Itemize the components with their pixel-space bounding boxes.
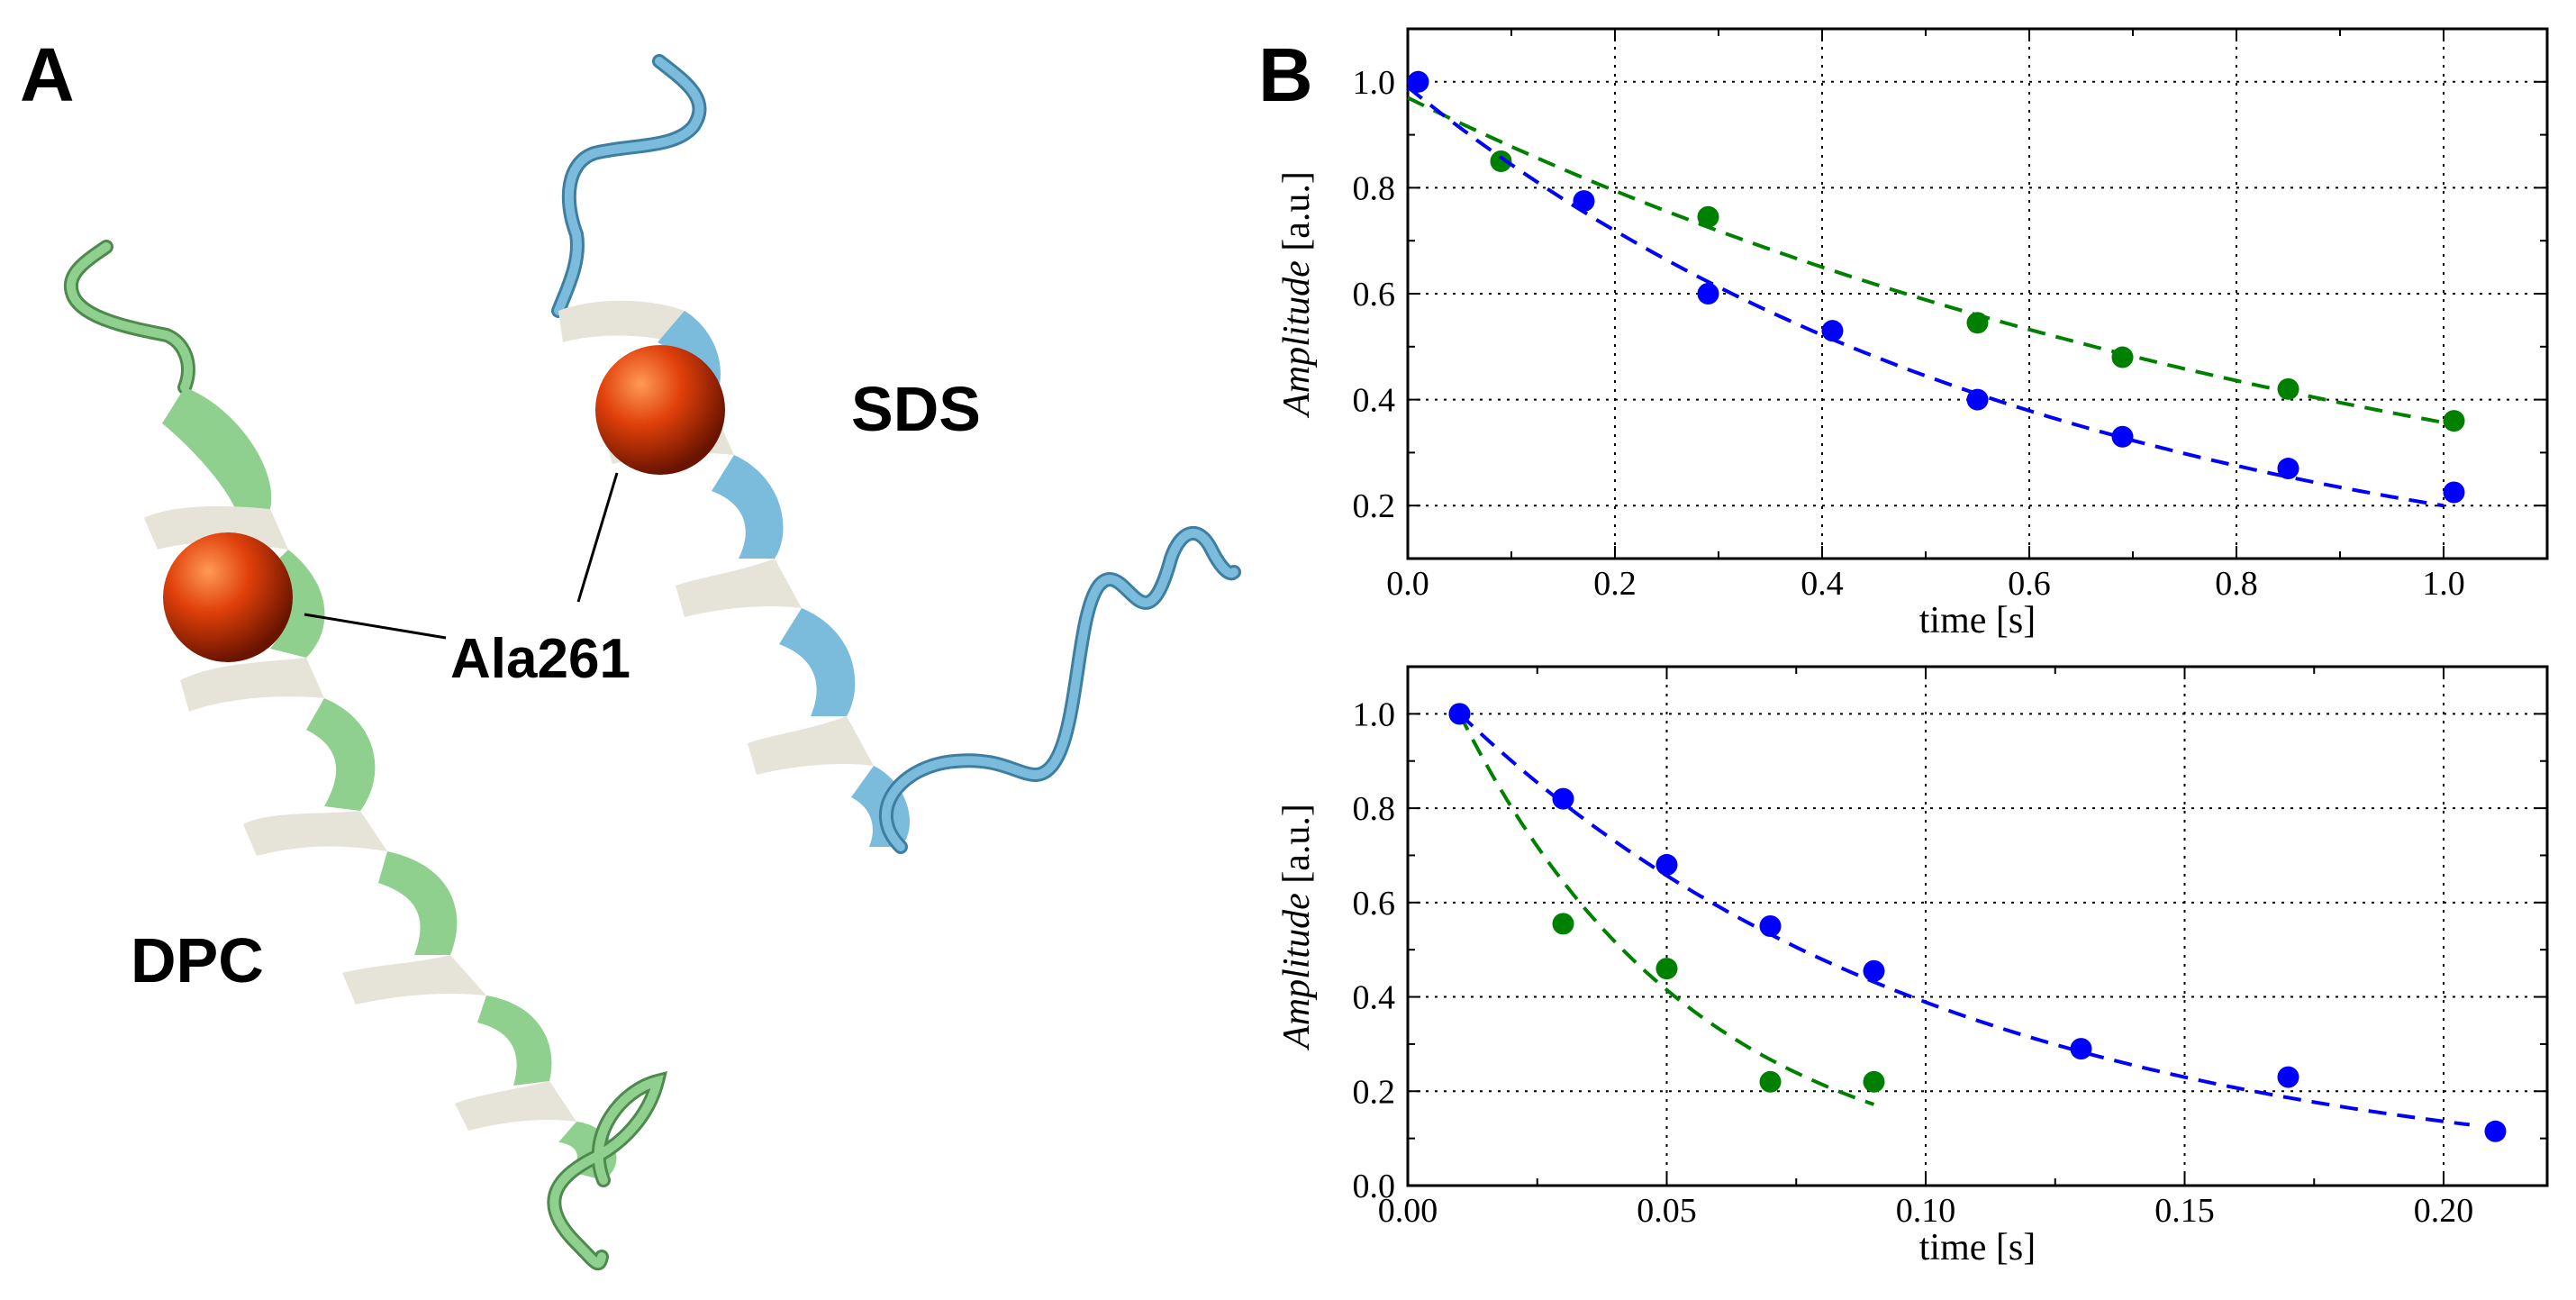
y-axis-title-italic: Amplitude — [1276, 884, 1318, 1051]
x-tick-label: 1.0 — [2422, 565, 2465, 603]
decay-chart-bottom: 0.00 0.05 0.10 0.15 0.20 0.0 0.2 0.4 0.6 0.8 1.0 ti… — [1276, 665, 2549, 1268]
y-tick-label: 1.0 — [1353, 695, 1396, 733]
bottom-data-point — [1552, 913, 1574, 935]
top-y-axis-title: Amplitude [a.u.] — [1276, 171, 1318, 419]
panel-b-letter: B — [1258, 32, 1313, 117]
x-tick-label: 0.4 — [1800, 565, 1844, 603]
y-tick-label: 0.6 — [1353, 885, 1396, 923]
bottom-data-point — [1655, 853, 1678, 876]
y-tick-label: 0.4 — [1353, 979, 1396, 1017]
top-data-point — [2443, 481, 2465, 504]
y-tick-label: 1.0 — [1353, 64, 1396, 102]
sds-tail-bottom-fill — [881, 528, 1238, 851]
y-tick-label: 0.4 — [1353, 382, 1396, 420]
top-data-point — [1573, 190, 1595, 213]
top-data-point — [1821, 320, 1844, 342]
panel-a-letter: A — [20, 32, 75, 117]
top-data-point — [1490, 150, 1512, 172]
y-axis-title-unit: [a.u.] — [1276, 804, 1318, 884]
y-tick-label: 0.6 — [1353, 276, 1396, 314]
x-tick-label: 0.15 — [2154, 1192, 2215, 1230]
dpc-tail-top — [63, 240, 195, 395]
bottom-data-point — [1655, 958, 1678, 980]
top-data-point — [1697, 205, 1719, 228]
y-axis-title-unit: [a.u.] — [1276, 171, 1318, 251]
ala261-label: Ala261 — [450, 628, 630, 690]
bottom-data-point — [1448, 703, 1471, 725]
panel-b: B 0.0 0.2 0.4 0.6 0.8 1.0 0.2 0.4 0.6 0.8 1.0 time … — [1258, 27, 2549, 1268]
top-data-point — [1697, 283, 1719, 305]
dpc-tail-top-fill — [66, 242, 193, 392]
bottom-data-point — [2277, 1066, 2299, 1088]
y-axis-title-italic: Amplitude — [1276, 251, 1318, 419]
top-data-point — [1407, 70, 1429, 93]
top-data-point — [2111, 425, 2134, 448]
top-data-point — [2111, 346, 2134, 368]
bottom-plot-frame — [1406, 665, 2549, 1187]
bottom-data-point — [1863, 959, 1885, 982]
top-data-point — [2443, 410, 2465, 432]
y-tick-label: 0.0 — [1353, 1168, 1396, 1205]
x-tick-label: 0.00 — [1378, 1192, 1438, 1230]
top-data-point — [2277, 377, 2299, 400]
bottom-data-point — [1759, 1070, 1782, 1093]
sds-tail-bottom — [878, 525, 1241, 854]
dpc-helix — [63, 240, 668, 1271]
y-tick-label: 0.8 — [1353, 169, 1396, 207]
decay-chart-top: 0.0 0.2 0.4 0.6 0.8 1.0 0.2 0.4 0.6 0.8 1.0 time [s… — [1276, 27, 2549, 641]
sds-tail-top — [551, 54, 707, 318]
sds-helix — [551, 54, 1241, 854]
dpc-ala261-sphere — [163, 532, 293, 662]
top-data-point — [2277, 458, 2299, 480]
y-tick-label: 0.2 — [1353, 1073, 1396, 1111]
bottom-data-point — [1863, 1070, 1885, 1093]
y-tick-label: 0.2 — [1353, 487, 1396, 525]
x-tick-label: 0.2 — [1593, 565, 1637, 603]
sds-ribbon — [558, 300, 910, 847]
bottom-data-point — [1759, 915, 1782, 937]
x-tick-label: 0.0 — [1386, 565, 1429, 603]
top-data-point — [1966, 312, 1989, 334]
bottom-fit-curve-0 — [1457, 713, 1875, 1106]
bottom-data-point — [2070, 1038, 2092, 1060]
dpc-ala261-leader — [304, 613, 447, 640]
bottom-data-point — [1552, 787, 1574, 810]
dpc-ribbon — [144, 387, 617, 1180]
bottom-grid — [1407, 667, 2547, 1186]
x-tick-label: 0.10 — [1896, 1192, 1956, 1230]
top-fit-curve-0 — [1407, 95, 2444, 424]
bottom-data-point — [2484, 1120, 2507, 1142]
y-tick-label: 0.8 — [1353, 790, 1396, 828]
x-tick-label: 0.20 — [2414, 1192, 2474, 1230]
bottom-y-axis-title: Amplitude [a.u.] — [1276, 804, 1318, 1051]
panel-a: A — [20, 32, 1241, 1271]
dpc-tail-bottom-fill — [549, 1075, 664, 1268]
dpc-label: DPC — [131, 925, 264, 995]
x-tick-label: 0.05 — [1637, 1192, 1697, 1230]
bottom-fit-curve-1 — [1458, 712, 2471, 1127]
top-x-axis-title: time [s] — [1919, 600, 2036, 641]
x-tick-label: 0.6 — [2008, 565, 2051, 603]
bottom-x-axis-title: time [s] — [1919, 1227, 2036, 1268]
sds-tail-top-fill — [554, 57, 704, 315]
top-grid — [1407, 29, 2547, 559]
top-data-point — [1966, 388, 1989, 411]
sds-ala261-leader — [576, 472, 619, 603]
top-fit-curve-1 — [1406, 86, 2444, 508]
sds-label: SDS — [851, 374, 981, 444]
x-tick-label: 0.8 — [2215, 565, 2258, 603]
sds-ala261-sphere — [595, 345, 725, 475]
